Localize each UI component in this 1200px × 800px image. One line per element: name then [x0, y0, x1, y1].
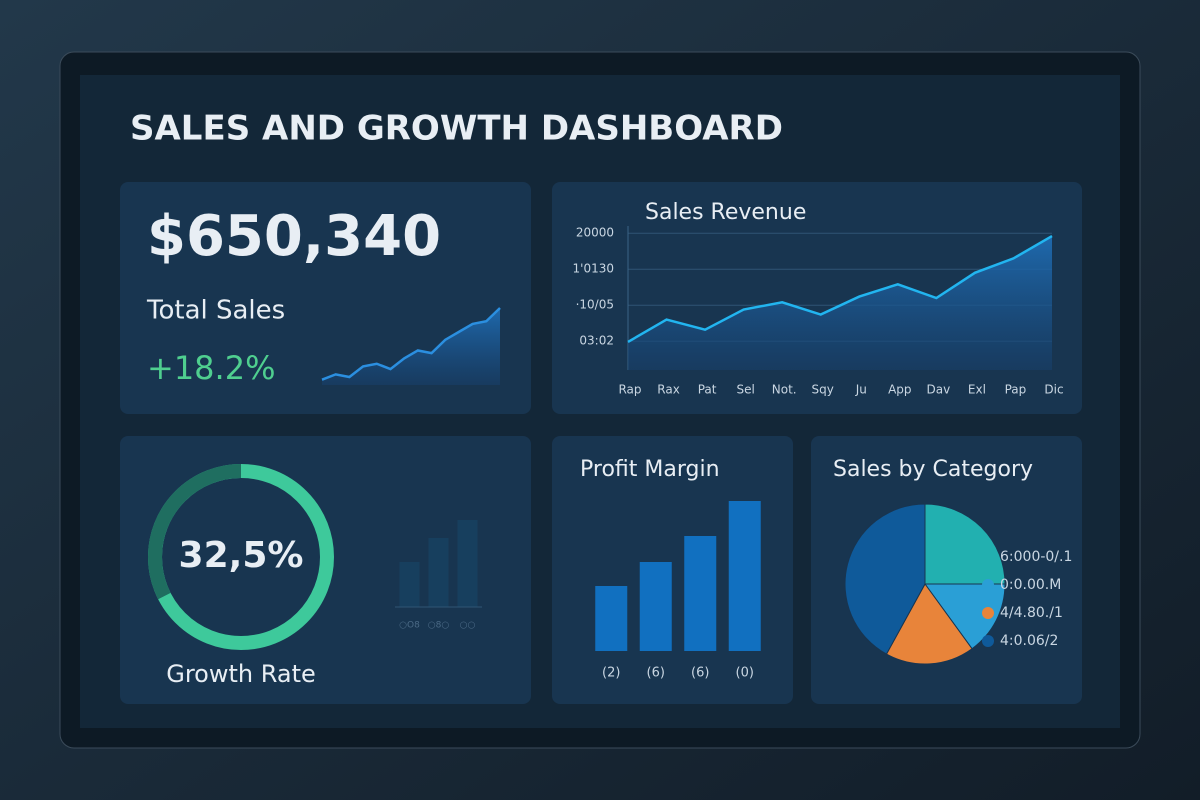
chart-title: Sales Revenue — [645, 200, 806, 225]
line-area — [628, 236, 1052, 370]
bar — [457, 520, 478, 607]
x-tick-label: Dav — [927, 383, 951, 397]
x-tick-label: Sel — [736, 383, 754, 397]
gauge-arc — [148, 464, 242, 600]
x-tick-label: Not. — [772, 383, 797, 397]
x-tick-label: Sqy — [812, 383, 834, 397]
bar — [728, 501, 761, 651]
legend-swatch — [982, 551, 994, 563]
x-tick-label: App — [888, 383, 911, 397]
x-tick-label: Rap — [618, 383, 641, 397]
legend-label: 0:0.00.M — [1000, 577, 1061, 593]
x-tick-label: ○8○ — [428, 621, 450, 631]
dashboard-title: SALES AND GROWTH DASHBOARD — [130, 109, 783, 149]
bar — [684, 536, 717, 651]
legend-swatch — [982, 607, 994, 619]
x-tick-label: Pap — [1005, 383, 1027, 397]
legend-label: 6:000-0/.1 — [1000, 549, 1072, 565]
bar — [639, 562, 672, 651]
pie-slice — [885, 583, 973, 665]
kpi-value: $650,340 — [147, 204, 441, 269]
bar — [595, 586, 628, 651]
sparkline-area — [322, 307, 500, 385]
legend-label: 4:0.06/2 — [1000, 633, 1058, 649]
x-tick-label: Ju — [855, 383, 867, 397]
x-tick-label: (6) — [691, 666, 709, 681]
x-tick-label: Exl — [968, 383, 986, 397]
legend-swatch — [982, 635, 994, 647]
y-tick-label: ·10/05 — [576, 298, 614, 312]
sparkline — [321, 307, 501, 381]
bar — [428, 538, 449, 607]
y-tick-label: 03:02 — [579, 334, 614, 348]
kpi-label: Total Sales — [146, 296, 285, 326]
gauge-value: 32,5% — [179, 535, 304, 576]
pie-slice — [924, 503, 1006, 585]
bar — [399, 562, 420, 607]
y-tick-label: 1'0130 — [573, 262, 614, 276]
pie-slice — [844, 503, 926, 655]
x-tick-label: Rax — [657, 383, 680, 397]
x-tick-label: ○○ — [460, 621, 476, 631]
x-tick-label: ○O8 — [399, 621, 420, 631]
x-tick-label: Dic — [1044, 383, 1063, 397]
kpi-change: +18.2% — [147, 349, 275, 387]
line — [627, 234, 1053, 344]
chart-title: Profit Margin — [580, 457, 720, 482]
x-tick-label: (0) — [736, 666, 754, 681]
chart-title: Sales by Category — [833, 457, 1033, 482]
x-tick-label: (6) — [647, 666, 665, 681]
gauge-title: Growth Rate — [166, 660, 316, 688]
x-tick-label: Pat — [698, 383, 717, 397]
x-tick-label: (2) — [602, 666, 620, 681]
y-tick-label: 20000 — [576, 226, 614, 240]
legend-label: 4/4.80./1 — [1000, 605, 1063, 621]
pie-slice — [924, 583, 1006, 650]
legend-swatch — [982, 579, 994, 591]
